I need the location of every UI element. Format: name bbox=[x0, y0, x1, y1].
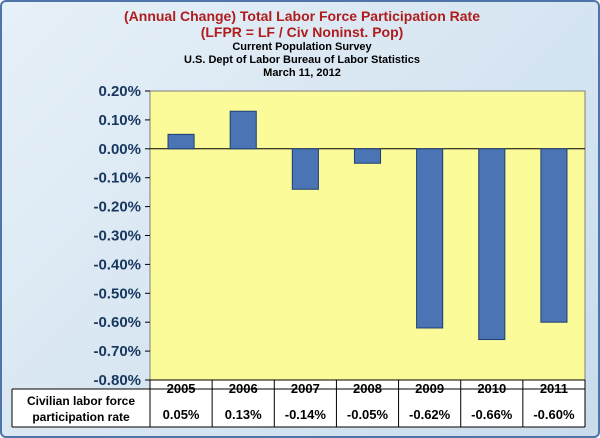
value-label-2005: 0.05% bbox=[163, 407, 200, 422]
chart-subtitle-agency: U.S. Dept of Labor Bureau of Labor Stati… bbox=[184, 54, 420, 66]
y-tick-label: -0.70% bbox=[93, 343, 141, 360]
chart-subtitle-source: Current Population Survey bbox=[232, 41, 372, 53]
bar-2006 bbox=[229, 110, 257, 150]
data-table-background bbox=[12, 389, 585, 427]
bar-2005 bbox=[167, 133, 195, 150]
y-tick-label: 0.00% bbox=[98, 141, 141, 158]
value-label-2008: -0.05% bbox=[347, 407, 389, 422]
y-tick-label: -0.30% bbox=[93, 228, 141, 245]
y-tick-label: -0.60% bbox=[93, 314, 141, 331]
value-label-2006: 0.13% bbox=[225, 407, 262, 422]
category-label-2010: 2010 bbox=[477, 381, 506, 396]
value-label-2011: -0.60% bbox=[533, 407, 575, 422]
bar-2011 bbox=[540, 148, 568, 323]
table-row-label-line-1: Civilian labor force bbox=[27, 394, 135, 408]
category-label-2006: 2006 bbox=[229, 381, 258, 396]
category-label-2005: 2005 bbox=[167, 381, 196, 396]
bar-2008 bbox=[353, 148, 382, 164]
y-tick-label: -0.80% bbox=[93, 372, 141, 389]
bar-2009 bbox=[416, 148, 444, 329]
y-tick-label: -0.10% bbox=[93, 170, 141, 187]
category-label-2007: 2007 bbox=[291, 381, 320, 396]
data-table-header-background bbox=[150, 380, 585, 389]
bar-2010 bbox=[478, 148, 506, 341]
category-label-2011: 2011 bbox=[540, 381, 568, 396]
chart-title-line-2: (LFPR = LF / Civ Noninst. Pop) bbox=[200, 24, 404, 40]
y-tick-label: 0.20% bbox=[98, 83, 141, 100]
y-tick-label: 0.10% bbox=[98, 112, 141, 129]
chart-title-line-1: (Annual Change) Total Labor Force Partic… bbox=[124, 8, 480, 24]
value-label-2010: -0.66% bbox=[471, 407, 513, 422]
chart-subtitle-date: March 11, 2012 bbox=[263, 67, 341, 79]
y-tick-label: -0.50% bbox=[93, 285, 141, 302]
value-label-2009: -0.62% bbox=[409, 407, 451, 422]
plot-area bbox=[149, 90, 586, 381]
value-label-2007: -0.14% bbox=[285, 407, 327, 422]
y-tick-label: -0.40% bbox=[93, 256, 141, 273]
table-row-label-line-2: participation rate bbox=[32, 410, 130, 424]
category-label-2009: 2009 bbox=[415, 381, 444, 396]
y-tick-label: -0.20% bbox=[93, 199, 141, 216]
category-label-2008: 2008 bbox=[353, 381, 382, 396]
bar-2007 bbox=[291, 148, 319, 190]
